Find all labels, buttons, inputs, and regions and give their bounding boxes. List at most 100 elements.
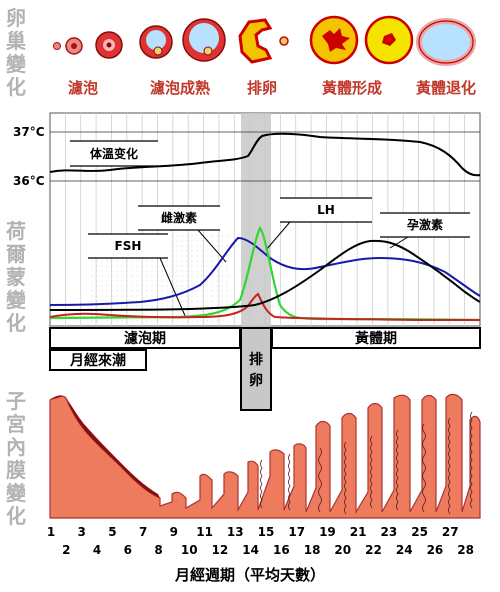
pattern-dot bbox=[176, 275, 178, 277]
temp-low-label: 36°C bbox=[13, 174, 45, 188]
pattern-dot bbox=[191, 245, 193, 247]
pattern-dot bbox=[221, 265, 223, 267]
pattern-dot bbox=[161, 295, 163, 297]
pattern-dot bbox=[226, 255, 228, 257]
pattern-dot bbox=[216, 255, 218, 257]
pattern-dot bbox=[101, 280, 103, 282]
gland bbox=[318, 447, 322, 513]
pattern-dot bbox=[106, 295, 108, 297]
pattern-dot bbox=[211, 320, 213, 322]
pattern-dot bbox=[191, 290, 193, 292]
pattern-dot bbox=[201, 255, 203, 257]
pattern-dot bbox=[96, 320, 98, 322]
pattern-dot bbox=[101, 290, 103, 292]
pattern-dot bbox=[171, 240, 173, 242]
pattern-dot bbox=[146, 310, 148, 312]
pattern-dot bbox=[101, 305, 103, 307]
day-tick-label: 7 bbox=[139, 525, 147, 539]
phase-bars: 濾泡期 月經來潮 排 卵 黃體期 bbox=[49, 327, 481, 411]
pattern-dot bbox=[106, 300, 108, 302]
pattern-dot bbox=[186, 280, 188, 282]
fsh-curve bbox=[49, 292, 480, 322]
pattern-dot bbox=[161, 300, 163, 302]
pattern-dot bbox=[186, 295, 188, 297]
pattern-dot bbox=[111, 295, 113, 297]
ovary-stage-icons bbox=[53, 15, 476, 66]
pattern-dot bbox=[136, 290, 138, 292]
pattern-dot bbox=[171, 245, 173, 247]
pattern-dot bbox=[166, 285, 168, 287]
fsh-label: FSH bbox=[115, 239, 142, 253]
gland bbox=[260, 459, 263, 509]
pattern-dot bbox=[96, 265, 98, 267]
pattern-dot bbox=[216, 310, 218, 312]
side-char: 卵 bbox=[6, 6, 26, 30]
pattern-dot bbox=[91, 260, 93, 262]
pattern-dot bbox=[196, 290, 198, 292]
day-tick-label: 23 bbox=[381, 525, 398, 539]
pattern-dot bbox=[221, 240, 223, 242]
pattern-dot bbox=[186, 300, 188, 302]
day-tick-label: 11 bbox=[196, 525, 213, 539]
pattern-dot bbox=[121, 275, 123, 277]
pattern-dot bbox=[216, 280, 218, 282]
side-char: 變 bbox=[6, 288, 27, 312]
pattern-dot bbox=[166, 270, 168, 272]
uterine-glands bbox=[260, 411, 473, 515]
pattern-dot bbox=[96, 260, 98, 262]
follicular-phase-label: 濾泡期 bbox=[124, 330, 166, 347]
menstruation-bar bbox=[49, 349, 147, 371]
pattern-dot bbox=[191, 300, 193, 302]
pattern-dot bbox=[196, 255, 198, 257]
pattern-dot bbox=[206, 310, 208, 312]
pattern-dot bbox=[136, 265, 138, 267]
pattern-dot bbox=[161, 290, 163, 292]
pattern-dot bbox=[171, 250, 173, 252]
pattern-dot bbox=[191, 240, 193, 242]
pattern-dot bbox=[121, 290, 123, 292]
pattern-dot bbox=[186, 255, 188, 257]
pattern-dot bbox=[216, 235, 218, 237]
ovulation-bar bbox=[240, 327, 272, 411]
day-tick-label: 24 bbox=[396, 543, 413, 557]
pattern-dot bbox=[171, 260, 173, 262]
pattern-dot bbox=[201, 310, 203, 312]
endometrium-lining bbox=[49, 393, 481, 519]
pattern-dot bbox=[96, 285, 98, 287]
day-tick-label: 14 bbox=[242, 543, 259, 557]
progesterone-label: 孕激素 bbox=[407, 217, 443, 232]
pattern-dot bbox=[91, 320, 93, 322]
pattern-dot bbox=[191, 275, 193, 277]
pattern-dot bbox=[96, 295, 98, 297]
gland bbox=[396, 429, 399, 511]
pattern-dot bbox=[146, 260, 148, 262]
pattern-dot bbox=[91, 275, 93, 277]
pattern-dot bbox=[226, 290, 228, 292]
pattern-dot bbox=[151, 295, 153, 297]
pattern-dot bbox=[101, 265, 103, 267]
pattern-dot bbox=[181, 300, 183, 302]
pattern-dot bbox=[101, 300, 103, 302]
pattern-dot bbox=[211, 310, 213, 312]
pattern-dot bbox=[191, 265, 193, 267]
pattern-dot bbox=[196, 245, 198, 247]
pattern-dot bbox=[206, 270, 208, 272]
pattern-dot bbox=[176, 320, 178, 322]
pattern-dot bbox=[141, 295, 143, 297]
pattern-dot bbox=[221, 245, 223, 247]
pattern-dot bbox=[136, 275, 138, 277]
pattern-dot bbox=[141, 280, 143, 282]
pattern-dot bbox=[126, 260, 128, 262]
pattern-dot bbox=[156, 300, 158, 302]
pattern-dot bbox=[216, 270, 218, 272]
pattern-dot bbox=[146, 270, 148, 272]
pattern-dot bbox=[221, 235, 223, 237]
pattern-dot bbox=[171, 305, 173, 307]
gland bbox=[344, 441, 347, 515]
pattern-dot bbox=[181, 265, 183, 267]
day-tick-label: 13 bbox=[227, 525, 244, 539]
pattern-dot bbox=[156, 305, 158, 307]
pattern-dot bbox=[226, 275, 228, 277]
pattern-dot bbox=[111, 270, 113, 272]
